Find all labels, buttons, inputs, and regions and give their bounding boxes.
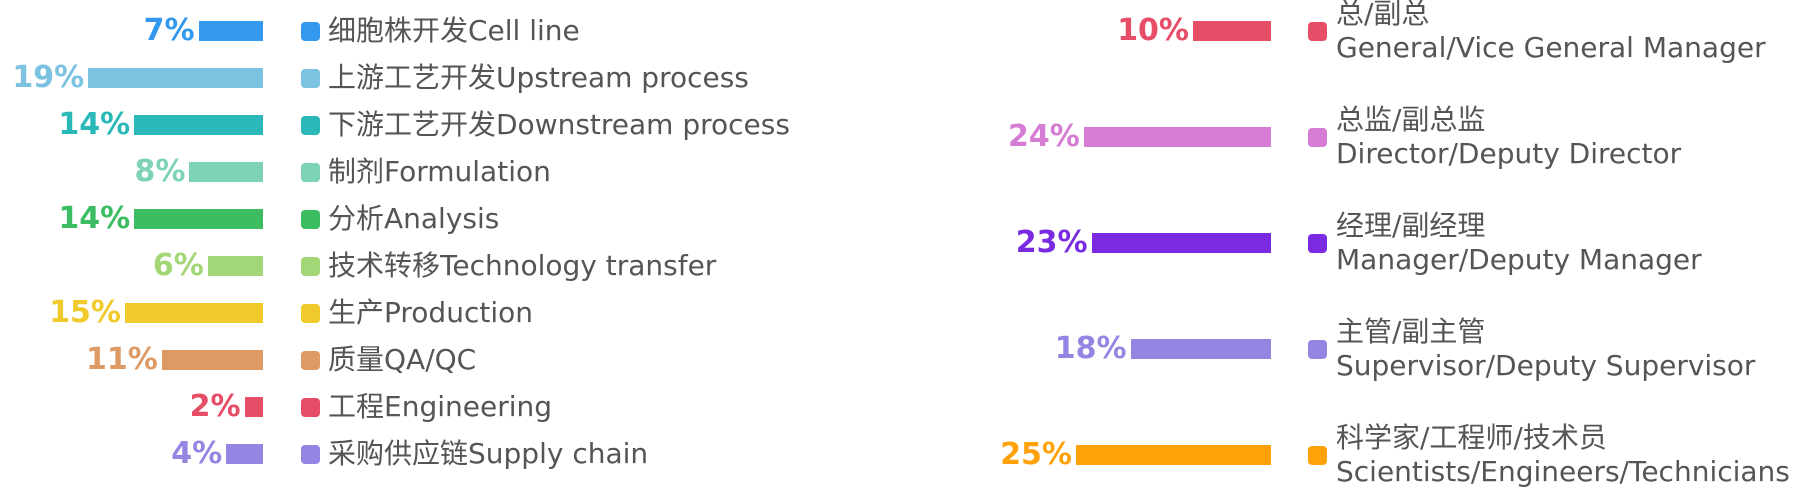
category-label: 制剂Formulation <box>328 155 551 188</box>
legend-swatch <box>301 115 320 135</box>
bar <box>1193 21 1271 41</box>
category-label-line: 科学家/工程师/技术员 <box>1336 421 1607 454</box>
bar <box>134 209 263 229</box>
data-label: 24% <box>1008 119 1080 154</box>
legend-swatch <box>1308 127 1327 147</box>
data-label: 25% <box>1000 437 1072 472</box>
legend-swatch <box>301 68 320 88</box>
category-label: 质量QA/QC <box>328 343 477 376</box>
category-label-line: General/Vice General Manager <box>1336 31 1766 64</box>
legend-swatch <box>301 303 320 323</box>
data-label: 23% <box>1015 225 1088 260</box>
category-label-line: Director/Deputy Director <box>1336 137 1682 170</box>
bar <box>1091 233 1271 253</box>
data-label: 4% <box>171 436 223 471</box>
bar <box>207 256 263 276</box>
category-label: 采购供应链Supply chain <box>328 437 649 470</box>
category-label: 上游工艺开发Upstream process <box>328 61 749 94</box>
data-label: 18% <box>1054 331 1127 366</box>
bar <box>161 350 263 370</box>
category-label-line: Supervisor/Deputy Supervisor <box>1336 349 1756 382</box>
category-label-line: Manager/Deputy Manager <box>1336 243 1702 276</box>
legend-swatch <box>301 397 320 417</box>
bar <box>1076 445 1271 465</box>
data-label: 11% <box>86 342 158 377</box>
category-label: 分析Analysis <box>328 202 500 235</box>
category-label: 主管/副主管 Supervisor/Deputy Supervisor <box>1336 315 1755 383</box>
category-label: 下游工艺开发Downstream process <box>328 108 790 141</box>
bar <box>226 444 263 464</box>
legend-swatch <box>301 21 320 41</box>
legend-swatch <box>301 256 320 276</box>
category-label-line: 主管/副主管 <box>1336 315 1486 348</box>
bar <box>1130 339 1271 359</box>
bar <box>125 303 263 323</box>
data-label: 10% <box>1117 13 1189 48</box>
category-label: 总监/副总监 Director/Deputy Director <box>1336 103 1681 171</box>
category-label-line: 总/副总 <box>1336 0 1430 30</box>
category-label-line: 经理/副经理 <box>1336 209 1486 242</box>
category-label-line: 总监/副总监 <box>1336 103 1486 136</box>
data-label: 14% <box>58 201 131 236</box>
category-label: 科学家/工程师/技术员 Scientists/Engineers/Technici… <box>1336 421 1790 489</box>
bar <box>134 115 263 135</box>
legend-swatch <box>1308 339 1327 359</box>
legend-swatch <box>301 162 320 182</box>
category-label: 细胞株开发Cell line <box>328 14 580 47</box>
category-label-line: Scientists/Engineers/Technicians <box>1336 455 1790 488</box>
data-label: 7% <box>143 13 195 48</box>
category-label: 经理/副经理 Manager/Deputy Manager <box>1336 209 1702 277</box>
legend-swatch <box>301 444 320 464</box>
legend-swatch <box>301 209 320 229</box>
data-label: 15% <box>49 295 121 330</box>
data-label: 8% <box>134 154 186 189</box>
bar <box>1083 127 1271 147</box>
data-label: 6% <box>152 248 204 283</box>
legend-swatch <box>301 350 320 370</box>
legend-swatch <box>1308 233 1327 253</box>
data-label: 14% <box>58 107 131 142</box>
category-label: 技术转移Technology transfer <box>328 249 717 282</box>
category-label: 工程Engineering <box>328 390 553 423</box>
bar <box>189 162 263 182</box>
bar <box>88 68 263 88</box>
bar <box>198 21 263 41</box>
data-label: 2% <box>189 389 241 424</box>
legend-swatch <box>1308 21 1327 41</box>
bar <box>244 397 263 417</box>
category-label: 总/副总 General/Vice General Manager <box>1336 0 1766 65</box>
category-label: 生产Production <box>328 296 533 329</box>
legend-swatch <box>1308 445 1327 465</box>
data-label: 19% <box>12 60 85 95</box>
